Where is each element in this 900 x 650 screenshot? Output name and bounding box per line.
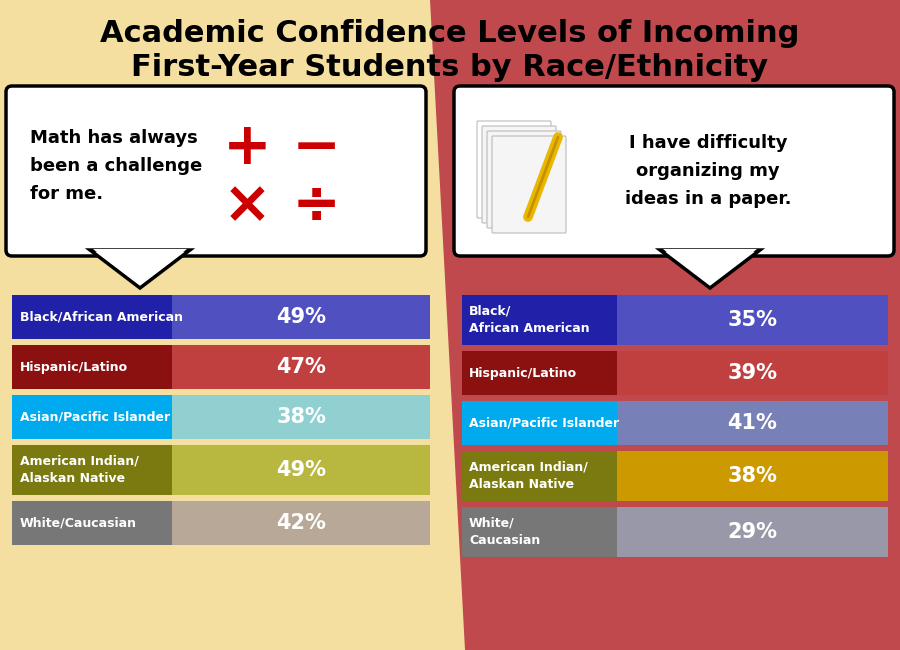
- FancyBboxPatch shape: [172, 445, 430, 495]
- FancyBboxPatch shape: [172, 395, 430, 439]
- FancyBboxPatch shape: [12, 445, 172, 495]
- Text: 42%: 42%: [276, 513, 326, 533]
- FancyBboxPatch shape: [462, 507, 617, 557]
- Text: 39%: 39%: [727, 363, 778, 383]
- FancyBboxPatch shape: [477, 121, 551, 218]
- Text: White/Caucasian: White/Caucasian: [20, 517, 137, 530]
- FancyBboxPatch shape: [617, 351, 888, 395]
- Text: 49%: 49%: [276, 460, 326, 480]
- Text: 38%: 38%: [276, 407, 326, 427]
- Polygon shape: [660, 250, 760, 288]
- Text: Black/African American: Black/African American: [20, 311, 183, 324]
- Text: 47%: 47%: [276, 357, 326, 377]
- Text: Black/
African American: Black/ African American: [469, 305, 590, 335]
- Text: Academic Confidence Levels of Incoming: Academic Confidence Levels of Incoming: [100, 18, 800, 47]
- Text: + −: + −: [223, 119, 341, 176]
- Text: First-Year Students by Race/Ethnicity: First-Year Students by Race/Ethnicity: [131, 53, 769, 83]
- FancyBboxPatch shape: [12, 395, 172, 439]
- FancyBboxPatch shape: [462, 401, 617, 445]
- Text: 38%: 38%: [727, 466, 778, 486]
- Text: Asian/Pacific Islander: Asian/Pacific Islander: [20, 411, 170, 424]
- FancyBboxPatch shape: [12, 295, 172, 339]
- FancyBboxPatch shape: [172, 295, 430, 339]
- FancyBboxPatch shape: [172, 345, 430, 389]
- FancyBboxPatch shape: [462, 451, 617, 501]
- FancyBboxPatch shape: [482, 126, 556, 223]
- FancyBboxPatch shape: [12, 501, 172, 545]
- Text: Math has always
been a challenge
for me.: Math has always been a challenge for me.: [30, 129, 202, 203]
- FancyBboxPatch shape: [617, 401, 888, 445]
- Text: American Indian/
Alaskan Native: American Indian/ Alaskan Native: [469, 461, 588, 491]
- FancyBboxPatch shape: [12, 345, 172, 389]
- Text: Hispanic/Latino: Hispanic/Latino: [20, 361, 128, 374]
- FancyBboxPatch shape: [617, 295, 888, 345]
- Text: 41%: 41%: [727, 413, 778, 433]
- Text: White/
Caucasian: White/ Caucasian: [469, 517, 540, 547]
- Text: 35%: 35%: [727, 310, 778, 330]
- FancyBboxPatch shape: [454, 86, 894, 256]
- FancyBboxPatch shape: [172, 501, 430, 545]
- FancyBboxPatch shape: [492, 136, 566, 233]
- Text: American Indian/
Alaskan Native: American Indian/ Alaskan Native: [20, 455, 139, 485]
- FancyBboxPatch shape: [617, 507, 888, 557]
- Text: × ÷: × ÷: [223, 177, 341, 234]
- Text: 49%: 49%: [276, 307, 326, 327]
- Polygon shape: [0, 0, 465, 650]
- Text: I have difficulty
organizing my
ideas in a paper.: I have difficulty organizing my ideas in…: [625, 134, 791, 208]
- FancyBboxPatch shape: [462, 295, 617, 345]
- Polygon shape: [93, 249, 187, 285]
- FancyBboxPatch shape: [617, 451, 888, 501]
- Text: Hispanic/Latino: Hispanic/Latino: [469, 367, 577, 380]
- FancyBboxPatch shape: [6, 86, 426, 256]
- FancyBboxPatch shape: [462, 351, 617, 395]
- Polygon shape: [663, 249, 757, 285]
- Text: 29%: 29%: [727, 522, 778, 542]
- Text: Asian/Pacific Islander: Asian/Pacific Islander: [469, 417, 619, 430]
- FancyBboxPatch shape: [487, 131, 561, 228]
- Polygon shape: [90, 250, 190, 288]
